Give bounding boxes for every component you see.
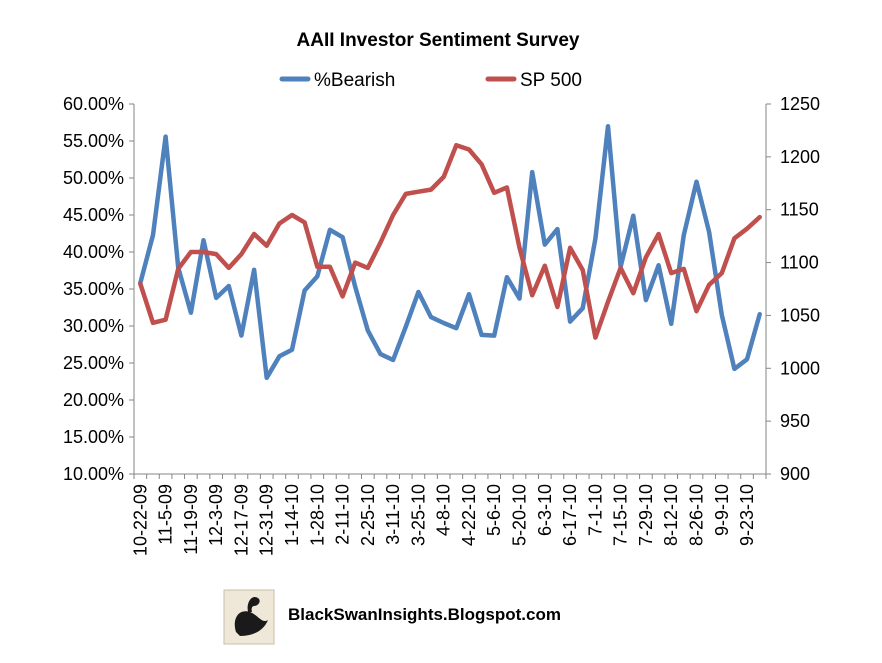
- x-tick-label: 3-11-10: [383, 484, 403, 545]
- right-tick-label: 1000: [780, 358, 820, 378]
- legend: %Bearish SP 500: [279, 70, 582, 91]
- left-tick-label: 50.00%: [63, 168, 124, 188]
- x-axis-ticks: 10-22-09 11-5-09 11-19-09 12-3-09 12-17-09 12…: [130, 474, 767, 556]
- x-tick-label: 8-12-10: [661, 484, 681, 546]
- x-tick-label: 2-25-10: [358, 484, 378, 546]
- x-tick-label: 4-8-10: [434, 484, 454, 536]
- right-tick-label: 950: [780, 411, 810, 431]
- x-tick-label: 6-17-10: [560, 484, 580, 546]
- right-axis-ticks: 1250 1200 1150 1100 1050 1000 950 900: [766, 94, 820, 484]
- right-tick-label: 1150: [780, 200, 819, 220]
- x-tick-label: 3-25-10: [408, 484, 428, 546]
- black-swan-icon: [234, 596, 268, 636]
- series-line-sp500: [138, 142, 762, 340]
- left-tick-label: 55.00%: [63, 131, 124, 151]
- x-tick-label: 12-17-09: [231, 484, 251, 556]
- left-tick-label: 45.00%: [63, 205, 124, 225]
- x-tick-label: 6-3-10: [535, 484, 555, 536]
- left-tick-label: 25.00%: [63, 353, 124, 373]
- x-tick-label: 8-26-10: [686, 484, 706, 546]
- left-tick-label: 40.00%: [63, 242, 124, 262]
- series-line-bearish: [138, 123, 762, 381]
- x-tick-label: 4-22-10: [459, 484, 479, 546]
- x-tick-label: 12-3-09: [206, 484, 226, 546]
- series-layer: [138, 123, 762, 381]
- x-tick-label: 9-23-10: [737, 484, 757, 546]
- left-tick-label: 30.00%: [63, 316, 124, 336]
- right-tick-label: 1250: [780, 94, 820, 114]
- x-tick-label: 1-28-10: [307, 484, 327, 546]
- left-tick-label: 10.00%: [63, 464, 124, 484]
- x-tick-label: 11-19-09: [181, 484, 201, 555]
- x-tick-label: 2-11-10: [333, 484, 353, 545]
- left-tick-label: 60.00%: [63, 94, 124, 114]
- left-tick-label: 15.00%: [63, 427, 124, 447]
- footer-logo: [223, 589, 275, 645]
- x-tick-label: 5-20-10: [510, 484, 530, 546]
- footer-watermark: BlackSwanInsights.Blogspot.com: [288, 605, 561, 624]
- right-tick-label: 900: [780, 464, 810, 484]
- x-tick-label: 9-9-10: [712, 484, 732, 536]
- legend-label-bearish: %Bearish: [314, 70, 395, 91]
- x-tick-label: 10-22-09: [130, 484, 150, 556]
- x-tick-label: 7-15-10: [611, 484, 631, 546]
- x-tick-label: 11-5-09: [156, 484, 176, 545]
- x-tick-label: 12-31-09: [257, 484, 277, 556]
- legend-label-sp500: SP 500: [520, 70, 582, 91]
- left-tick-label: 20.00%: [63, 390, 124, 410]
- x-tick-label: 7-1-10: [585, 484, 605, 536]
- chart-title: AAII Investor Sentiment Survey: [297, 30, 580, 51]
- x-tick-label: 5-6-10: [484, 484, 504, 536]
- right-tick-label: 1050: [780, 305, 820, 325]
- x-tick-label: 1-14-10: [282, 484, 302, 546]
- x-tick-label: 7-29-10: [636, 484, 656, 546]
- left-axis-ticks: 60.00% 55.00% 50.00% 45.00% 40.00% 35.00% 30.0…: [63, 94, 134, 484]
- right-tick-label: 1100: [780, 253, 819, 273]
- right-tick-label: 1200: [780, 147, 820, 167]
- left-tick-label: 35.00%: [63, 279, 124, 299]
